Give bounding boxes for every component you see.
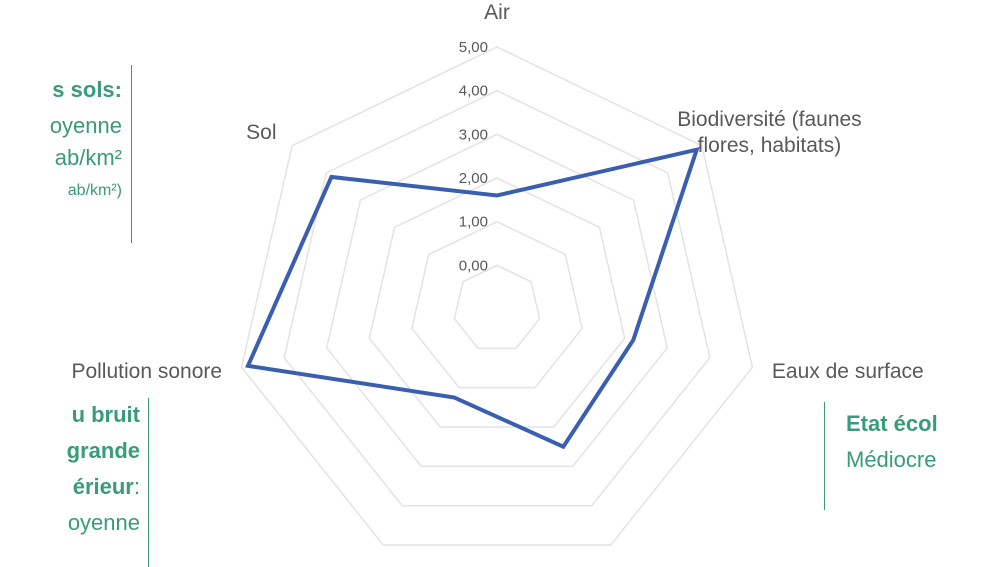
series-line — [245, 146, 700, 450]
left-bottom-line4: oyenne — [67, 510, 140, 535]
grid-ring — [325, 133, 669, 468]
left-bottom-divider — [148, 398, 149, 567]
axis-label: Eaux de surface — [772, 360, 924, 383]
tick-label: 5,00 — [459, 39, 488, 56]
tick-label: 4,00 — [459, 83, 488, 100]
grid-ring — [453, 264, 541, 350]
right-line2: Médiocre — [846, 447, 937, 472]
left-top-annotation: s sols: oyenne ab/km² ab/km²) — [0, 70, 122, 208]
left-bottom-line3-colon: : — [133, 474, 140, 499]
grid-ring — [368, 177, 626, 428]
left-bottom-line3-text: érieur — [72, 474, 134, 499]
left-bottom-annotation: u bruit grande érieur: oyenne — [0, 397, 140, 541]
grid-ring — [240, 46, 754, 546]
left-bottom-line1: u bruit — [71, 402, 140, 427]
left-bottom-line3: érieur: — [0, 469, 140, 505]
left-top-divider — [131, 65, 132, 243]
tick-label: 1,00 — [459, 214, 488, 231]
tick-label: 3,00 — [459, 126, 488, 143]
left-top-line4: ab/km²) — [67, 182, 122, 199]
axis-label: Sol — [246, 121, 276, 144]
left-top-line2: oyenne — [49, 113, 122, 138]
tick-label: 2,00 — [459, 170, 488, 187]
left-top-line1: s sols: — [52, 77, 122, 102]
right-line1: Etat écol — [846, 411, 938, 436]
grid-ring — [411, 220, 583, 389]
axis-label: Air — [484, 1, 510, 24]
axis-labels: Air Biodiversité (faunes flores, habitats)… — [71, 1, 923, 567]
left-bottom-line2: grande — [66, 438, 140, 463]
axis-label: Pollution sonore — [71, 360, 222, 383]
radar-series — [245, 146, 700, 450]
axis-label: Biodiversité (faunes — [677, 108, 861, 131]
tick-label: 0,00 — [459, 257, 488, 274]
axis-label: flores, habitats) — [698, 134, 842, 157]
radar-grid — [240, 46, 754, 546]
right-divider — [824, 402, 825, 510]
left-top-line3: ab/km² — [54, 145, 122, 170]
radial-tick-labels: 0,00 1,00 2,00 3,00 4,00 5,00 — [459, 39, 488, 274]
right-annotation: Etat écol Médiocre — [846, 405, 996, 477]
axis-label: Espaces verts — [619, 565, 751, 567]
axis-label: Forêt — [326, 565, 375, 567]
